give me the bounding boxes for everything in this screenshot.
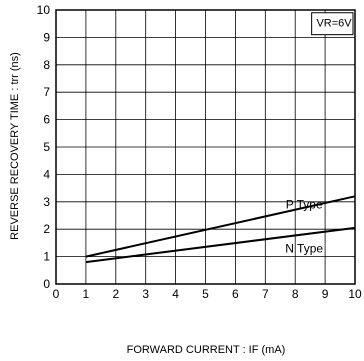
y-tick-label: 9	[43, 30, 50, 44]
x-tick-label: 1	[83, 287, 90, 301]
y-tick-label: 3	[43, 195, 50, 209]
y-axis-label: REVERSE RECOVERY TIME : trr (ns)	[9, 52, 21, 240]
y-tick-label: 10	[37, 3, 51, 17]
y-tick-label: 5	[43, 140, 50, 154]
series-lines	[85, 195, 356, 264]
y-tick-label: 4	[43, 167, 50, 181]
x-tick-label: 2	[112, 287, 119, 301]
x-tick-label: 8	[292, 287, 299, 301]
series-line-n-type	[85, 226, 356, 264]
x-tick-label: 7	[262, 287, 269, 301]
x-tick-label: 3	[142, 287, 149, 301]
y-tick-label: 6	[43, 113, 50, 127]
x-tick-label: 9	[322, 287, 329, 301]
x-tick-label: 4	[172, 287, 179, 301]
x-tick-labels: 0 1 2 3 4 5 6 7 8 9 10	[53, 287, 362, 301]
y-tick-label: 2	[43, 222, 50, 236]
plot-frame	[55, 9, 356, 285]
x-tick-label: 6	[232, 287, 239, 301]
condition-box-frame	[311, 12, 354, 36]
series-label-n-type: N Type	[285, 241, 323, 255]
y-tick-label: 8	[43, 58, 50, 72]
x-tick-label: 0	[53, 287, 60, 301]
y-tick-label: 0	[43, 277, 50, 291]
condition-label: VR=6V	[316, 17, 352, 29]
x-tick-label: 10	[348, 287, 362, 301]
condition-box: VR=6V	[311, 12, 354, 36]
x-tick-label: 5	[202, 287, 209, 301]
x-axis-label: FORWARD CURRENT : IF (mA)	[127, 344, 286, 356]
series-labels: P Type N Type	[285, 198, 323, 256]
y-tick-labels: 0 1 2 3 4 5 6 7 8 9 10	[37, 3, 51, 291]
y-tick-label: 1	[43, 250, 50, 264]
series-label-p-type: P Type	[286, 198, 323, 212]
y-tick-label: 7	[43, 85, 50, 99]
series-line-p-type	[85, 195, 356, 258]
